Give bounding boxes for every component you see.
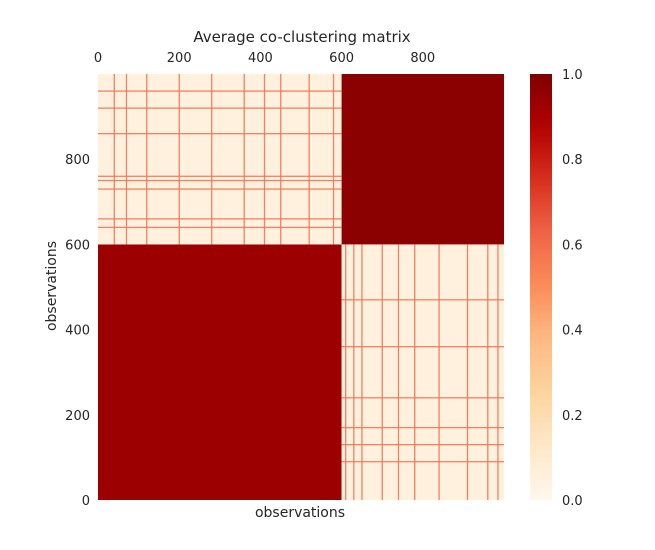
y-axis-ticks: 0 200 400 600 800 (65, 153, 90, 509)
stripe-horizontal (98, 133, 342, 135)
stripe-horizontal (98, 179, 342, 182)
stripe-horizontal (98, 188, 342, 190)
stripe-horizontal (341, 346, 504, 348)
stripe-vertical (332, 74, 335, 245)
stripe-vertical (353, 244, 355, 500)
stripe-vertical (345, 244, 347, 500)
colorbar-ticks: 0.0 0.2 0.4 0.6 0.8 1.0 (562, 68, 583, 509)
heatmap-block (98, 74, 342, 245)
stripe-horizontal (341, 299, 504, 301)
stripe-vertical (487, 244, 489, 500)
heatmap-block (341, 244, 504, 500)
stripe-vertical (280, 74, 282, 245)
x-tick-label: 400 (248, 51, 273, 66)
heatmap-cells (98, 74, 504, 500)
colorbar-tick-label: 0.6 (562, 238, 583, 253)
stripe-horizontal (341, 426, 504, 429)
stripe-vertical (263, 74, 266, 245)
stripe-vertical (178, 74, 180, 245)
colorbar-tick-label: 0.2 (562, 409, 583, 424)
heatmap-block (98, 244, 342, 500)
y-tick-label: 0 (82, 494, 90, 509)
colorbar (530, 74, 552, 500)
stripe-vertical (308, 74, 310, 245)
stripe-vertical (414, 244, 416, 500)
colorbar-tick-label: 0.4 (562, 324, 583, 339)
stripe-horizontal (98, 226, 342, 229)
y-tick-label: 800 (65, 153, 90, 168)
stripe-vertical (497, 244, 499, 500)
stripe-vertical (146, 74, 148, 245)
stripe-horizontal (98, 175, 342, 177)
stripe-horizontal (98, 107, 342, 109)
stripe-vertical (125, 74, 128, 245)
stripe-horizontal (98, 218, 342, 220)
stripe-vertical (113, 74, 115, 245)
heatmap-block (341, 74, 504, 245)
heatmap-plot (98, 74, 504, 500)
colorbar-tick-label: 0.8 (562, 153, 583, 168)
colorbar-tick-label: 1.0 (562, 68, 583, 83)
stripe-vertical (361, 244, 363, 500)
stripe-horizontal (341, 444, 504, 446)
x-axis-label: observations (255, 505, 345, 521)
stripe-vertical (243, 74, 245, 245)
stripe-vertical (381, 244, 383, 500)
y-tick-label: 200 (65, 409, 90, 424)
stripe-vertical (438, 244, 440, 500)
heatmap-stripes (98, 74, 504, 500)
x-tick-label: 600 (329, 51, 354, 66)
stripe-horizontal (341, 397, 504, 399)
stripe-horizontal (341, 461, 504, 463)
stripe-vertical (466, 244, 469, 500)
stripe-vertical (397, 244, 400, 500)
y-tick-label: 400 (65, 324, 90, 339)
colorbar-tick-label: 0.0 (562, 494, 583, 509)
stripe-vertical (211, 74, 213, 245)
y-axis-label: observations (44, 241, 60, 331)
x-axis-ticks: 0 200 400 600 800 (94, 51, 435, 66)
stripe-horizontal (98, 90, 342, 92)
x-tick-label: 200 (167, 51, 192, 66)
chart-title: Average co-clustering matrix (193, 28, 410, 46)
y-tick-label: 600 (65, 238, 90, 253)
x-tick-label: 0 (94, 51, 102, 66)
x-tick-label: 800 (410, 51, 435, 66)
